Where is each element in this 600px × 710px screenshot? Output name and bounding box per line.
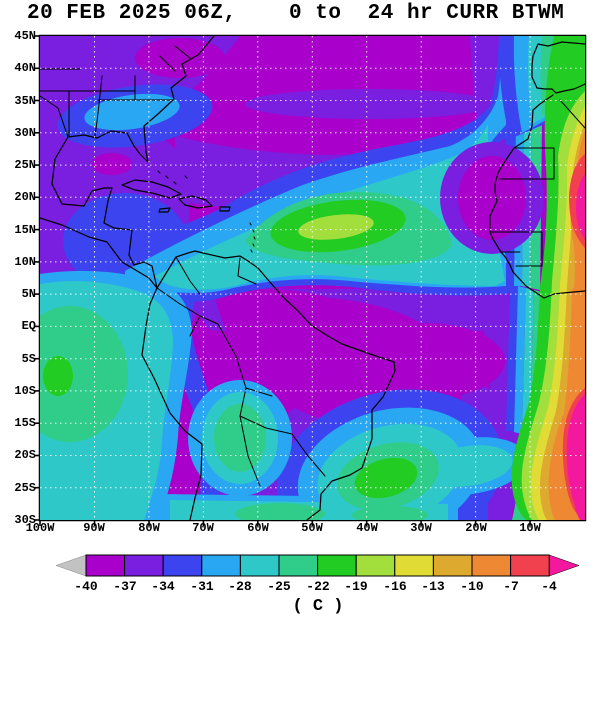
colorbar-swatch [124, 554, 164, 577]
lat-label: 30N [14, 126, 36, 140]
colorbar-overflow-arrow [548, 554, 580, 577]
colorbar-tick: -40 [74, 579, 98, 594]
colorbar-swatch [471, 554, 512, 577]
colorbar-swatch [510, 554, 550, 577]
lat-label: 40N [14, 61, 36, 75]
colorbar-tick: -22 [306, 579, 330, 594]
lat-label: 10N [14, 255, 36, 269]
lon-label: 50W [301, 521, 323, 535]
lat-label: 25S [14, 481, 36, 495]
lat-label: 10S [14, 384, 36, 398]
colorbar-underflow-arrow [55, 554, 87, 577]
lon-label: 100W [25, 521, 55, 535]
lat-label: 15N [14, 223, 36, 237]
colorbar-swatch [201, 554, 241, 577]
colorbar-tick: -7 [503, 579, 519, 594]
colorbar-tick: -13 [421, 579, 445, 594]
lat-label: 15S [14, 416, 36, 430]
colorbar-swatch [278, 554, 319, 577]
lat-label: EQ [21, 319, 36, 333]
colorbar-swatch [394, 554, 434, 577]
lon-label: 90W [83, 521, 105, 535]
map-title: 20 FEB 2025 06Z, 0 to 24 hr CURR BTWM [27, 2, 565, 25]
colorbar [55, 554, 580, 577]
colorbar-tick: -19 [344, 579, 368, 594]
colorbar-swatches [85, 554, 550, 577]
lon-label: 40W [356, 521, 378, 535]
lon-label: 30W [410, 521, 432, 535]
colorbar-tick: -4 [541, 579, 557, 594]
contour-map [40, 36, 585, 520]
colorbar-swatch [239, 554, 280, 577]
field-layer [40, 36, 585, 520]
colorbar-tick: -16 [383, 579, 407, 594]
colorbar-tick: -25 [267, 579, 291, 594]
lat-label: 5S [21, 352, 36, 366]
gridlines-layer [40, 36, 585, 520]
lat-label: 30S [14, 513, 36, 527]
colorbar-tick: -37 [113, 579, 137, 594]
lat-label: 45N [14, 29, 36, 43]
colorbar-swatch [162, 554, 203, 577]
colorbar-swatch [432, 554, 473, 577]
coastlines-layer [40, 36, 585, 520]
lon-label: 10W [519, 521, 541, 535]
colorbar-units-label: ( C ) [292, 597, 344, 616]
colorbar-swatch [317, 554, 357, 577]
lat-label: 25N [14, 158, 36, 172]
lon-label: 80W [138, 521, 160, 535]
lat-label: 20N [14, 190, 36, 204]
lon-label: 70W [192, 521, 214, 535]
colorbar-tick: -10 [460, 579, 484, 594]
lat-label: 35N [14, 94, 36, 108]
colorbar-swatch [355, 554, 396, 577]
colorbar-swatch [85, 554, 126, 577]
lon-label: 20W [465, 521, 487, 535]
colorbar-tick: -34 [151, 579, 175, 594]
colorbar-tick: -28 [228, 579, 252, 594]
lon-label: 60W [247, 521, 269, 535]
colorbar-tick: -31 [190, 579, 214, 594]
lat-label: 5N [21, 287, 36, 301]
lat-label: 20S [14, 448, 36, 462]
